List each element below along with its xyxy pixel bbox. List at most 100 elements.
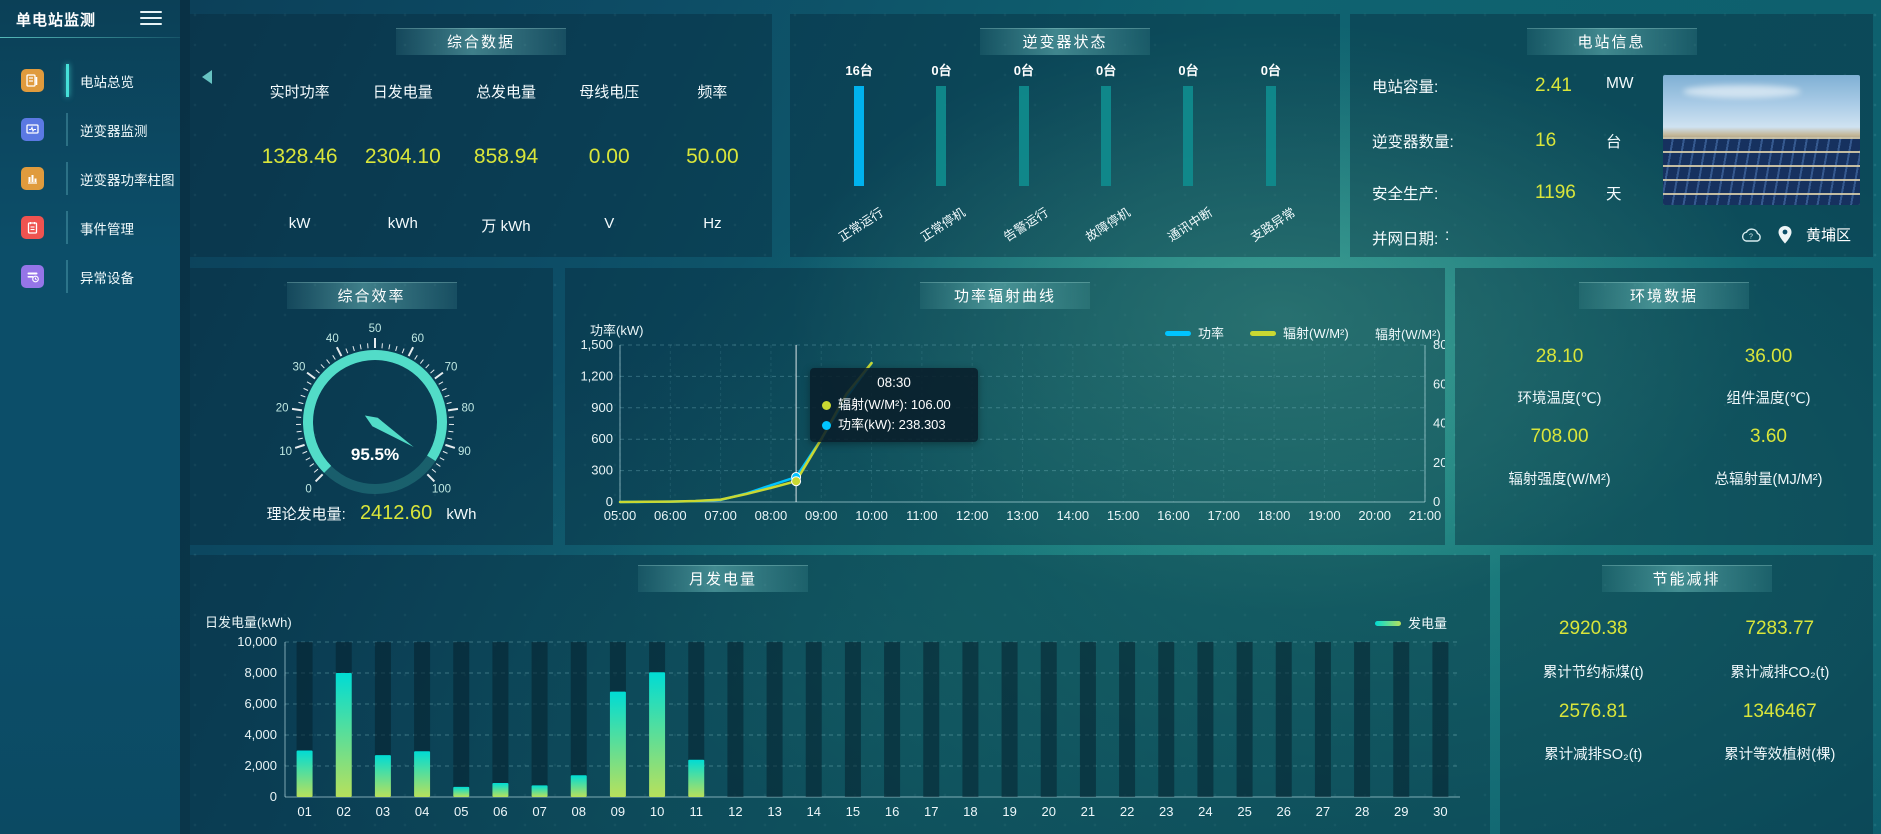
bar-label: 通讯中断 bbox=[1165, 205, 1216, 245]
location-pin-icon[interactable] bbox=[1778, 225, 1792, 244]
sidebar-item-label: 事件管理 bbox=[80, 221, 134, 237]
svg-text:4,000: 4,000 bbox=[244, 727, 277, 742]
row-unit: 天 bbox=[1606, 186, 1622, 203]
weather-cloud-icon[interactable]: ? bbox=[1740, 227, 1764, 243]
svg-text:0: 0 bbox=[606, 494, 613, 509]
monthly-generation-chart[interactable]: 0 2,000 4,000 6,000 8,000 10,000 01 02 03 04 05 06 0… bbox=[190, 555, 1490, 834]
footer-value: 2412.60 bbox=[359, 502, 433, 524]
svg-text:11:00: 11:00 bbox=[906, 508, 938, 523]
sidebar-item-label: 逆变器功率柱图 bbox=[80, 172, 175, 188]
bar-y-axis-title: 日发电量(kWh) bbox=[205, 615, 292, 630]
metric-label: 日发电量 bbox=[372, 84, 433, 101]
item-separator bbox=[66, 211, 68, 244]
svg-text:0: 0 bbox=[305, 483, 311, 495]
panel-title: 电站信息 bbox=[1526, 28, 1697, 55]
svg-text:12:00: 12:00 bbox=[956, 508, 989, 523]
svg-text:300: 300 bbox=[591, 463, 613, 478]
svg-text:19: 19 bbox=[1002, 804, 1016, 819]
row-value: 2.41 bbox=[1535, 75, 1572, 96]
bar-track bbox=[936, 86, 947, 186]
bar-count: 16台 bbox=[845, 63, 873, 78]
panel-monthly-generation: 月发电量 日发电量(kWh) 发电量 0 2,000 4,000 6,000 8,000… bbox=[190, 555, 1490, 834]
total-radiation-value: 3.60 bbox=[1750, 426, 1787, 447]
svg-text:12: 12 bbox=[728, 804, 742, 819]
svg-text:20:00: 20:00 bbox=[1358, 508, 1391, 523]
inverter-status-bars[interactable]: 16台 正常运行 0台 正常停机 0台 告警运行 0台 故障停机 0台 bbox=[818, 60, 1312, 244]
news-icon bbox=[21, 69, 44, 92]
bar-fill bbox=[854, 86, 865, 186]
legend-swatch bbox=[1250, 331, 1277, 336]
efficiency-gauge[interactable]: 0 10 20 30 40 50 60 70 80 90 100 95.5% bbox=[260, 320, 490, 510]
panel-station-info: 电站信息 电站容量: 2.41 MW 逆变器数量: 16 台 安全生产: 119… bbox=[1350, 14, 1873, 257]
svg-text:18:00: 18:00 bbox=[1258, 508, 1291, 523]
svg-text:60: 60 bbox=[411, 333, 424, 345]
sidebar-item-label: 异常设备 bbox=[80, 270, 134, 286]
metric-unit: 万 kWh bbox=[481, 218, 531, 235]
svg-text:21:00: 21:00 bbox=[1409, 508, 1442, 523]
svg-text:08: 08 bbox=[572, 804, 586, 819]
legend-item-radiation[interactable]: 辐射(W/M²) bbox=[1250, 323, 1349, 342]
station-row-capacity: 电站容量: 2.41 MW bbox=[1350, 75, 1670, 101]
irradiance-label: 辐射强度(W/M²) bbox=[1508, 472, 1611, 488]
svg-text:2,000: 2,000 bbox=[244, 758, 277, 773]
app-title: 单电站监测 bbox=[16, 12, 97, 29]
row-unit: 台 bbox=[1606, 134, 1622, 151]
panel-title: 节能减排 bbox=[1601, 565, 1772, 592]
svg-text:16:00: 16:00 bbox=[1157, 508, 1190, 523]
sidebar-item-inverter-monitor[interactable]: 逆变器监测 bbox=[0, 105, 180, 154]
bar-chart-icon bbox=[21, 167, 44, 190]
sidebar-item-inverter-power-bars[interactable]: 逆变器功率柱图 bbox=[0, 154, 180, 203]
bar-count: 0台 bbox=[1096, 63, 1117, 78]
svg-text:14:00: 14:00 bbox=[1057, 508, 1090, 523]
svg-text:14: 14 bbox=[807, 804, 821, 819]
panel-efficiency: 综合效率 0 10 20 30 40 50 60 70 80 90 100 95.5% 理论发电量: … bbox=[190, 268, 553, 545]
co2-reduced-value: 7283.77 bbox=[1745, 618, 1815, 639]
metric-value: 0.00 bbox=[588, 145, 630, 168]
svg-text:03: 03 bbox=[376, 804, 390, 819]
svg-text:05:00: 05:00 bbox=[604, 508, 637, 523]
power-radiation-chart[interactable]: 05:00 06:00 07:00 08:00 09:00 10:00 11:00 12:00… bbox=[565, 268, 1445, 545]
sidebar-gap bbox=[180, 0, 190, 834]
location-name[interactable]: 黄埔区 bbox=[1806, 227, 1852, 244]
env-temp-label: 环境温度(℃) bbox=[1517, 391, 1602, 407]
menu-toggle-icon[interactable] bbox=[140, 11, 162, 27]
legend-item-power[interactable]: 功率 bbox=[1165, 323, 1224, 342]
svg-text:08:00: 08:00 bbox=[755, 508, 788, 523]
svg-text:0: 0 bbox=[1433, 494, 1440, 509]
theoretical-generation: 理论发电量: 2412.60 kWh bbox=[190, 502, 553, 525]
metric-realtime-power: 实时功率 1328.46 kW bbox=[248, 69, 351, 245]
inverter-bar-alarm-run: 0台 告警运行 bbox=[983, 60, 1065, 244]
bar-label: 正常运行 bbox=[836, 205, 886, 245]
svg-text:100: 100 bbox=[432, 483, 451, 495]
sidebar-item-event-management[interactable]: 事件管理 bbox=[0, 203, 180, 252]
panel-inverter-status: 逆变器状态 16台 正常运行 0台 正常停机 0台 告警运行 0台 故障停机 bbox=[790, 14, 1340, 257]
station-row-grid-date: 并网日期: : bbox=[1350, 227, 1670, 253]
footer-unit: kWh bbox=[446, 506, 477, 523]
total-radiation-label: 总辐射量(MJ/M²) bbox=[1714, 472, 1823, 488]
sidebar-item-abnormal-devices[interactable]: 异常设备 bbox=[0, 252, 180, 301]
trees-equivalent-label: 累计等效植树(棵) bbox=[1724, 747, 1836, 763]
row-value: : bbox=[1445, 227, 1450, 244]
sidebar-item-station-overview[interactable]: 电站总览 bbox=[0, 56, 180, 105]
tooltip-radiation: 辐射(W/M²): 106.00 bbox=[822, 395, 966, 415]
metric-value: 2304.10 bbox=[364, 145, 441, 168]
collapse-sidebar-arrow-icon[interactable] bbox=[202, 70, 212, 84]
device-alert-icon bbox=[21, 265, 44, 288]
summary-metrics: 实时功率 1328.46 kW 日发电量 2304.10 kWh 总发电量 85… bbox=[248, 69, 764, 245]
panel-title: 环境数据 bbox=[1579, 282, 1749, 309]
svg-text:10: 10 bbox=[279, 446, 292, 458]
svg-text:600: 600 bbox=[591, 431, 613, 446]
bar-track bbox=[1018, 86, 1029, 186]
station-photo bbox=[1663, 75, 1860, 205]
co2-reduced-label: 累计减排CO₂(t) bbox=[1730, 665, 1830, 681]
svg-text:20: 20 bbox=[276, 402, 289, 414]
svg-text:18: 18 bbox=[963, 804, 977, 819]
svg-text:07: 07 bbox=[532, 804, 546, 819]
bar-count: 0台 bbox=[1013, 63, 1034, 78]
svg-text:22: 22 bbox=[1120, 804, 1134, 819]
metric-label: 母线电压 bbox=[579, 84, 640, 101]
inverter-bar-branch-abnormal: 0台 支路异常 bbox=[1230, 60, 1312, 244]
svg-text:09: 09 bbox=[611, 804, 625, 819]
notebook-icon bbox=[21, 216, 44, 239]
legend-item-generation[interactable]: 发电量 bbox=[1375, 613, 1447, 632]
